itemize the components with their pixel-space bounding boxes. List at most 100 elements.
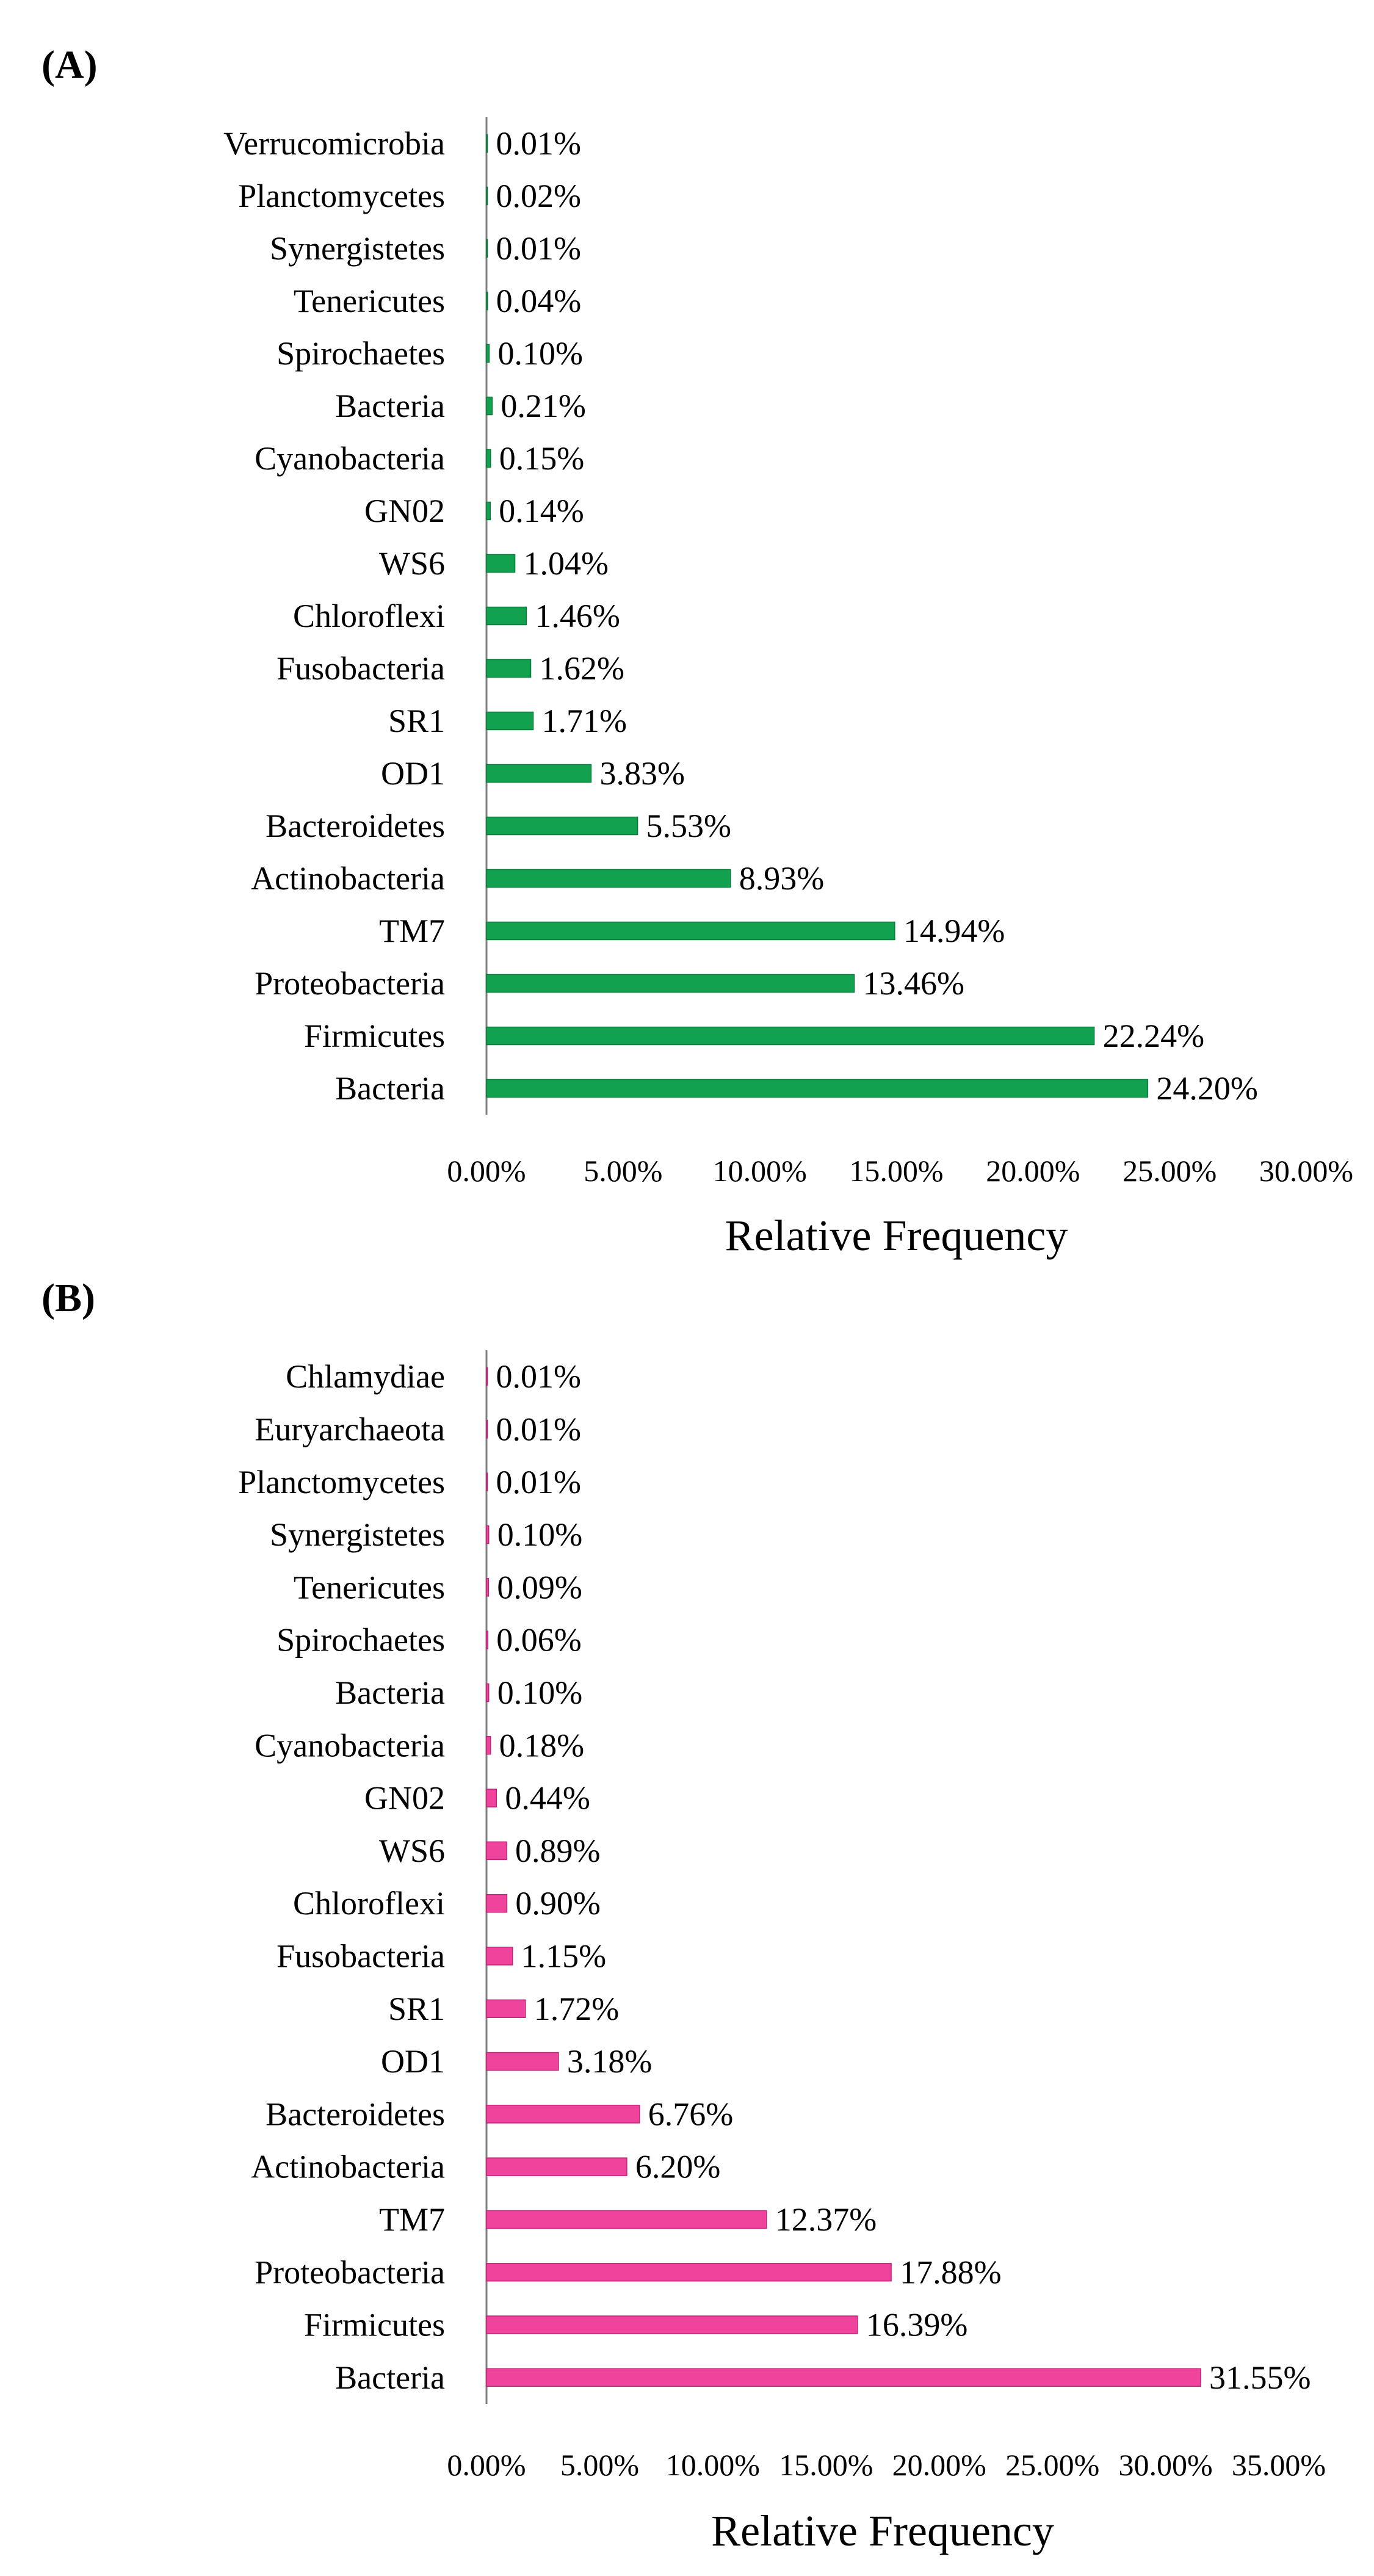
bar: [486, 1947, 513, 1966]
category-label: Bacteria: [335, 1674, 445, 1711]
value-label: 1.15%: [521, 1937, 606, 1974]
bar: [486, 1578, 490, 1597]
bar: [486, 2263, 892, 2282]
x-tick-label: 10.00%: [666, 2448, 760, 2482]
panel-label: (B): [42, 1276, 95, 1320]
x-tick-label: 5.00%: [584, 1154, 662, 1188]
category-label: Actinobacteria: [251, 2149, 445, 2185]
category-label: Verrucomicrobia: [223, 125, 445, 162]
category-label: GN02: [364, 493, 445, 529]
value-label: 0.21%: [501, 388, 585, 424]
category-label: Firmicutes: [304, 2307, 445, 2343]
category-label: Spirochaetes: [277, 335, 445, 372]
value-label: 0.06%: [496, 1622, 581, 1659]
x-tick-label: 15.00%: [779, 2448, 873, 2482]
bar: [486, 1367, 488, 1386]
category-label: WS6: [379, 545, 445, 582]
value-label: 1.46%: [535, 598, 620, 634]
category-label: Synergistetes: [270, 230, 445, 267]
x-tick-label: 15.00%: [849, 1154, 943, 1188]
value-label: 3.18%: [567, 2043, 652, 2080]
category-label: Bacteroidetes: [266, 2096, 445, 2132]
value-label: 6.76%: [648, 2096, 733, 2132]
value-label: 0.10%: [497, 1674, 582, 1711]
value-label: 0.10%: [497, 335, 582, 372]
value-label: 1.62%: [540, 650, 624, 687]
value-label: 0.10%: [497, 1516, 582, 1553]
value-label: 0.09%: [497, 1569, 582, 1605]
value-label: 0.02%: [496, 178, 581, 214]
value-label: 6.20%: [635, 2149, 720, 2185]
bar: [486, 2315, 858, 2334]
category-label: Fusobacteria: [277, 650, 445, 687]
bar: [486, 1736, 491, 1755]
bar: [486, 396, 493, 416]
bar: [486, 711, 534, 731]
category-label: Actinobacteria: [251, 860, 445, 897]
bar: [486, 1472, 488, 1491]
category-label: Bacteria: [335, 2359, 445, 2396]
bar: [486, 2368, 1201, 2387]
bar: [486, 1630, 488, 1649]
bar: [486, 921, 895, 941]
bar: [486, 816, 638, 836]
value-label: 24.20%: [1156, 1070, 1257, 1107]
category-label: Bacteroidetes: [266, 808, 445, 844]
x-tick-label: 30.00%: [1259, 1154, 1353, 1188]
value-label: 8.93%: [739, 860, 824, 897]
category-label: Bacteria: [335, 1070, 445, 1107]
x-tick-label: 20.00%: [986, 1154, 1080, 1188]
category-label: Tenericutes: [294, 283, 445, 319]
value-label: 0.15%: [499, 440, 584, 477]
bar: [486, 764, 592, 783]
value-label: 3.83%: [599, 755, 684, 792]
x-tick-label: 35.00%: [1232, 2448, 1326, 2482]
x-tick-label: 5.00%: [560, 2448, 639, 2482]
value-label: 0.01%: [496, 230, 581, 267]
category-label: OD1: [381, 2043, 445, 2080]
value-label: 5.53%: [646, 808, 731, 844]
category-label: Planctomycetes: [238, 178, 445, 214]
value-label: 0.04%: [496, 283, 581, 319]
category-label: Euryarchaeota: [255, 1411, 445, 1447]
value-label: 0.90%: [515, 1885, 600, 1922]
bar: [486, 186, 488, 206]
category-label: Firmicutes: [304, 1018, 445, 1054]
x-axis-title: Relative Frequency: [725, 1211, 1068, 1260]
category-label: Cyanobacteria: [255, 1727, 445, 1764]
category-label: SR1: [388, 703, 445, 739]
category-label: Planctomycetes: [238, 1464, 445, 1500]
bar: [486, 1026, 1095, 1046]
bar: [486, 1841, 507, 1861]
bar: [486, 659, 532, 678]
category-label: Chlamydiae: [286, 1358, 445, 1395]
value-label: 31.55%: [1209, 2359, 1311, 2396]
x-tick-label: 20.00%: [892, 2448, 986, 2482]
value-label: 22.24%: [1103, 1018, 1204, 1054]
category-label: Bacteria: [335, 388, 445, 424]
x-tick-label: 0.00%: [447, 1154, 526, 1188]
value-label: 0.18%: [499, 1727, 584, 1764]
bar: [486, 974, 855, 993]
bar: [486, 2157, 627, 2176]
value-label: 0.14%: [499, 493, 584, 529]
x-tick-label: 25.00%: [1005, 2448, 1099, 2482]
bar: [486, 291, 488, 311]
bar: [486, 501, 491, 521]
bar: [486, 134, 488, 153]
category-label: WS6: [379, 1833, 445, 1869]
bar: [486, 1999, 526, 2018]
category-label: OD1: [381, 755, 445, 792]
value-label: 1.71%: [542, 703, 627, 739]
chart-panel-b: (B) Chlamydiae 0.01% Euryarchaeota 0.01% Plan…: [42, 1276, 1326, 2555]
value-label: 0.44%: [505, 1780, 590, 1817]
bar: [486, 869, 731, 888]
x-tick-label: 30.00%: [1118, 2448, 1212, 2482]
category-label: Chloroflexi: [293, 598, 445, 634]
value-label: 14.94%: [903, 913, 1005, 949]
bar: [486, 1683, 490, 1702]
bar: [486, 1079, 1149, 1098]
value-label: 0.01%: [496, 1411, 581, 1447]
category-label: Proteobacteria: [255, 2254, 445, 2290]
